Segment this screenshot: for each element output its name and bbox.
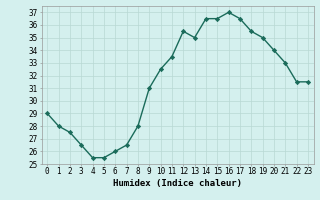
X-axis label: Humidex (Indice chaleur): Humidex (Indice chaleur) [113, 179, 242, 188]
